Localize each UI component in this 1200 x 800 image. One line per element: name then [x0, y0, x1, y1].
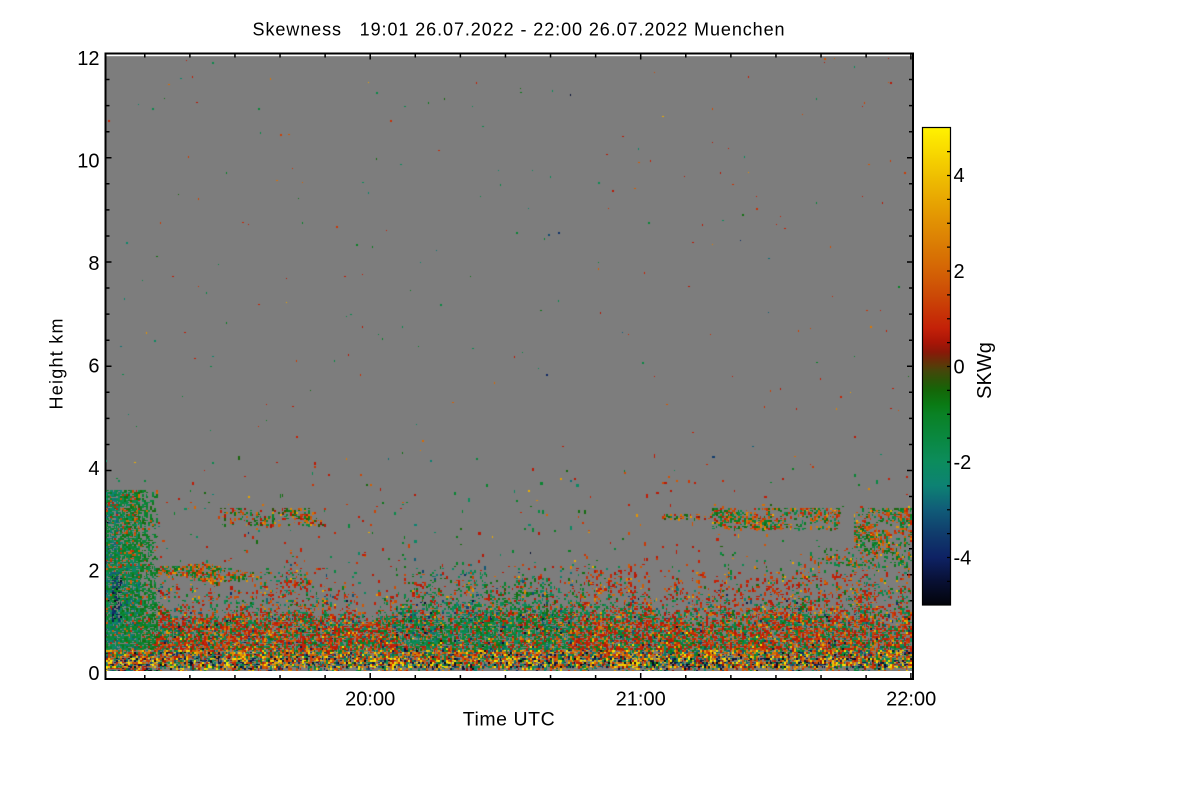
svg-text:SKWg: SKWg [974, 342, 996, 399]
svg-text:0: 0 [954, 356, 965, 378]
svg-text:4: 4 [88, 458, 99, 480]
svg-text:0: 0 [88, 663, 99, 685]
svg-text:8: 8 [88, 253, 99, 275]
svg-text:Time UTC: Time UTC [463, 709, 556, 731]
svg-text:12: 12 [77, 48, 99, 70]
svg-text:4: 4 [954, 165, 965, 187]
svg-text:22:00: 22:00 [886, 689, 936, 711]
svg-text:-4: -4 [954, 548, 972, 570]
svg-text:6: 6 [88, 356, 99, 378]
svg-text:2: 2 [88, 561, 99, 583]
svg-text:21:00: 21:00 [616, 689, 666, 711]
svg-text:-2: -2 [954, 452, 972, 474]
svg-text:Height km: Height km [47, 317, 67, 409]
svg-text:Skewness 19:01 26.07.2022 -: Skewness 19:01 26.07.2022 - 22:00 26.07.… [253, 19, 786, 39]
svg-text:20:00: 20:00 [345, 689, 395, 711]
svg-text:10: 10 [77, 151, 99, 173]
svg-text:2: 2 [954, 261, 965, 283]
